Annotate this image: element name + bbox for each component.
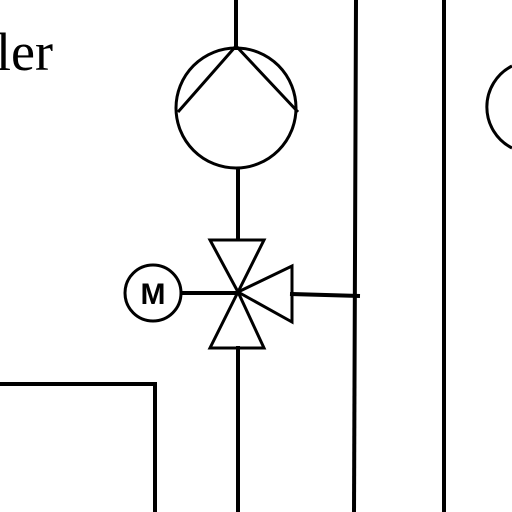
partial-pump-icon: [485, 64, 512, 150]
pump-icon: [174, 43, 300, 170]
motor-actuator: M: [123, 263, 183, 323]
pipe-valve-to-bypass: [289, 291, 361, 299]
equipment-box-outline: [0, 382, 157, 512]
bypass-vertical-pipe: [351, 0, 359, 512]
motor-circle-icon: [123, 263, 183, 323]
motor-label: M: [141, 278, 166, 311]
partial-label-text: ler: [0, 22, 53, 82]
valve-top-triangle: [207, 238, 267, 296]
